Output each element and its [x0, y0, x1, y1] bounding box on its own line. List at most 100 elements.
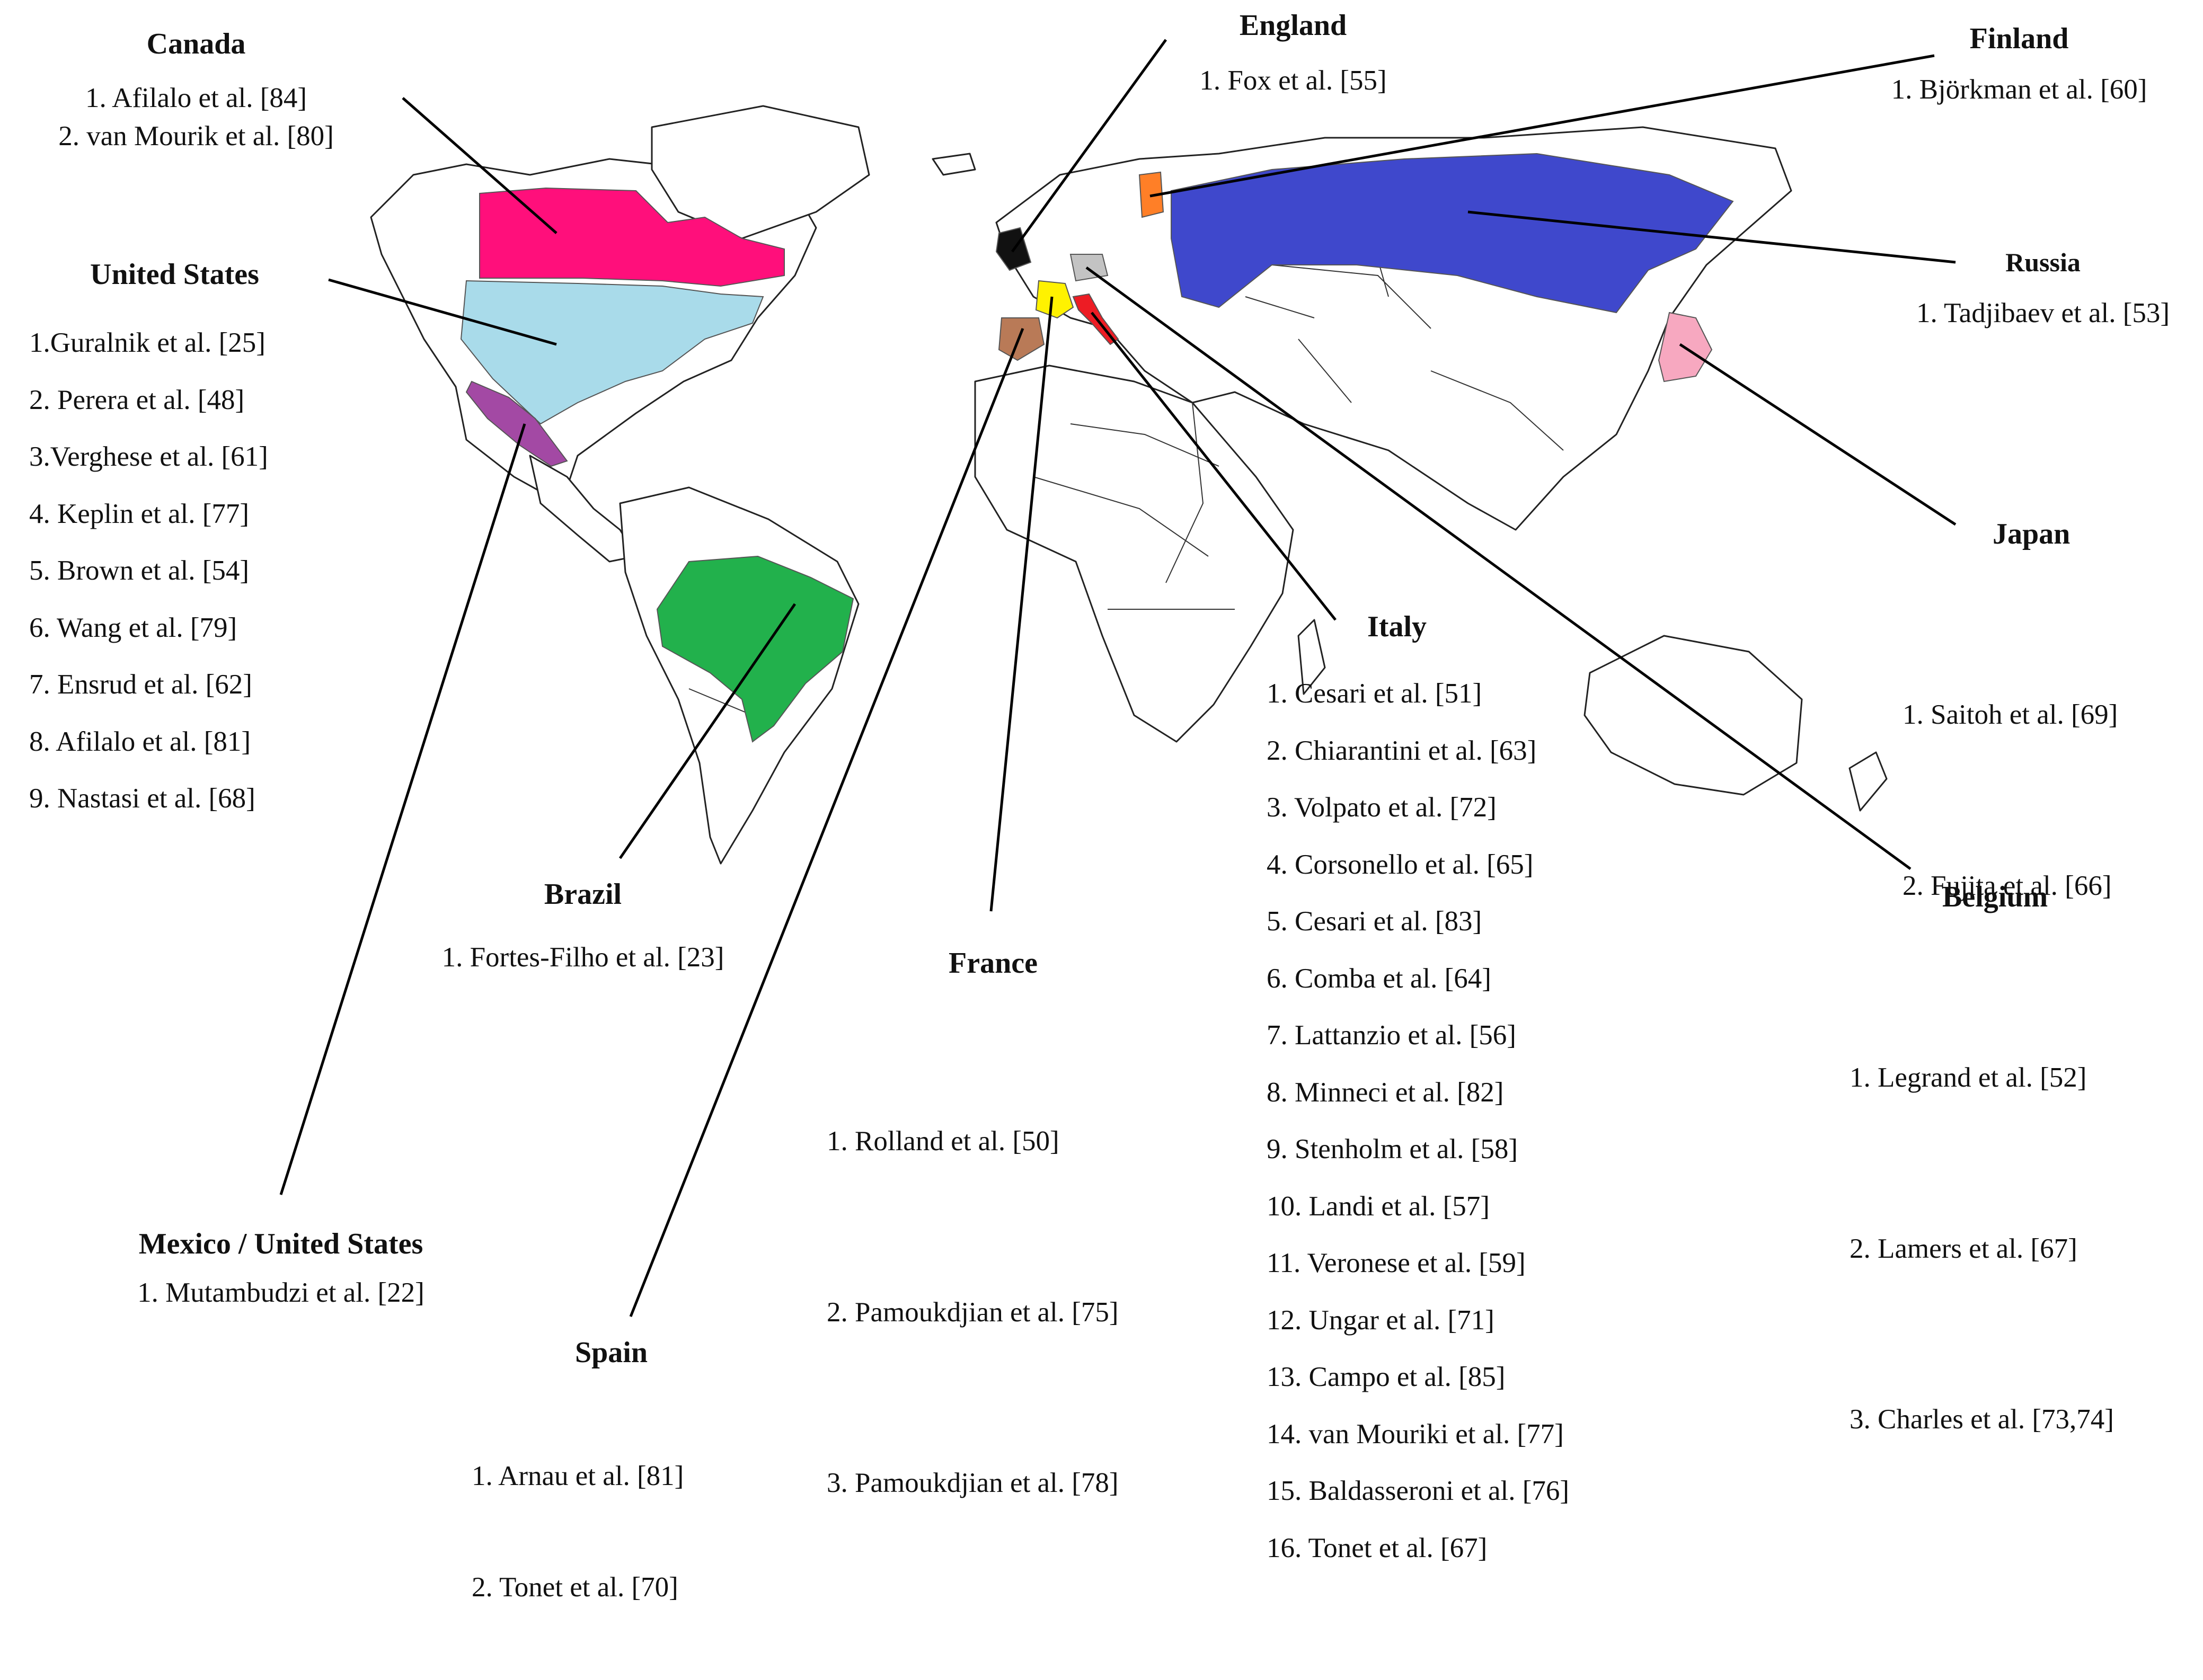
landmass-australia	[1583, 635, 1803, 796]
england-leader-line	[1011, 39, 1167, 253]
study-item: 8. Afilalo et al. [81]	[29, 726, 251, 757]
leader-lines	[279, 39, 1957, 1317]
brazil-group: Brazil 1. Fortes-Filho et al. [23]	[371, 879, 795, 976]
canada-region	[479, 187, 785, 287]
study-item: 2. Pamoukdjian et al. [75]	[827, 1296, 1119, 1328]
spain-group: Spain 1. Arnau et al. [81] 2. Tonet et a…	[472, 1338, 768, 1680]
canada-title: Canada	[146, 28, 246, 60]
study-item: 7. Ensrud et al. [62]	[29, 669, 252, 700]
landmass-iceland	[932, 153, 976, 176]
france-study-list: 1. Rolland et al. [50] 2. Pamoukdjian et…	[827, 999, 1208, 1626]
japan-leader-line	[1679, 343, 1957, 526]
study-item: 2. van Mourik et al. [80]	[58, 121, 334, 152]
highlighted-countries	[460, 153, 1734, 743]
study-item: 6. Comba et al. [64]	[1267, 963, 1491, 994]
england-group: England 1. Fox et al. [55]	[1187, 11, 1399, 100]
united-states-leader-line	[328, 278, 557, 346]
united-states-group: United States 1.Guralnik et al. [25] 2. …	[29, 260, 368, 828]
landmass-greenland	[651, 105, 870, 239]
study-item: 5. Cesari et al. [83]	[1267, 906, 1482, 937]
japan-title: Japan	[1993, 518, 2071, 550]
united-states-region	[460, 280, 764, 425]
study-item: 1.Guralnik et al. [25]	[29, 327, 266, 358]
brazil-title: Brazil	[544, 878, 622, 911]
finland-title: Finland	[1969, 22, 2069, 55]
study-item: 4. Corsonello et al. [65]	[1267, 849, 1534, 880]
study-item: 1. Afilalo et al. [84]	[85, 83, 307, 113]
canada-study-list: 1. Afilalo et al. [84] 2. van Mourik et …	[21, 79, 371, 155]
study-item: 3. Charles et al. [73,74]	[1850, 1404, 2114, 1435]
study-item: 1. Fortes-Filho et al. [23]	[441, 942, 724, 973]
mexico-region	[465, 380, 568, 467]
study-item: 2. Tonet et al. [70]	[472, 1572, 678, 1603]
russia-leader-line	[1467, 210, 1956, 264]
russia-group: Russia 1. Tadjibaev et al. [53]	[1887, 249, 2199, 332]
brazil-region	[656, 555, 854, 743]
study-item: 7. Lattanzio et al. [56]	[1267, 1020, 1516, 1051]
spain-study-list: 1. Arnau et al. [81] 2. Tonet et al. [70…	[472, 1383, 768, 1680]
study-item: 2. Fujita et al. [66]	[1903, 870, 2112, 901]
france-group: France 1. Rolland et al. [50] 2. Pamoukd…	[827, 948, 1208, 1626]
study-item: 9. Stenholm et al. [58]	[1267, 1134, 1518, 1165]
study-item: 1. Legrand et al. [52]	[1850, 1062, 2087, 1093]
world-map	[279, 39, 1957, 1317]
study-item: 3.Verghese et al. [61]	[29, 441, 268, 472]
belgium-study-list: 1. Legrand et al. [52] 2. Lamers et al. …	[1850, 936, 2189, 1562]
spain-leader-line	[629, 328, 1024, 1317]
landmass-new-zealand	[1848, 751, 1888, 812]
study-item: 1. Cesari et al. [51]	[1267, 678, 1482, 709]
study-item: 16. Tonet et al. [67]	[1267, 1532, 1488, 1563]
mexico-us-leader-line	[279, 423, 526, 1195]
study-item: 2. Chiarantini et al. [63]	[1267, 735, 1537, 766]
united-states-title: United States	[90, 258, 259, 291]
spain-title: Spain	[575, 1336, 648, 1369]
italy-leader-line	[1091, 312, 1337, 621]
study-item: 3. Pamoukdjian et al. [78]	[827, 1468, 1119, 1498]
study-item: 11. Veronese et al. [59]	[1267, 1248, 1526, 1278]
spain-region	[998, 317, 1045, 361]
study-item: 8. Minneci et al. [82]	[1267, 1077, 1504, 1108]
finland-group: Finland 1. Björkman et al. [60]	[1855, 24, 2183, 109]
canada-group: Canada 1. Afilalo et al. [84] 2. van Mou…	[21, 29, 371, 155]
study-item: 13. Campo et al. [85]	[1267, 1362, 1506, 1392]
england-study-list: 1. Fox et al. [55]	[1187, 61, 1399, 100]
mexico-us-group: Mexico / United States 1. Mutambudzi et …	[69, 1229, 493, 1312]
mexico-us-title: Mexico / United States	[138, 1228, 423, 1260]
england-title: England	[1239, 9, 1347, 42]
study-item: 6. Wang et al. [79]	[29, 612, 237, 643]
brazil-leader-line	[618, 603, 797, 859]
russia-region	[1171, 153, 1734, 314]
russia-study-list: 1. Tadjibaev et al. [53]	[1887, 294, 2199, 332]
study-item: 1. Rolland et al. [50]	[827, 1126, 1059, 1157]
italy-title: Italy	[1367, 610, 1427, 643]
italy-study-list: 1. Cesari et al. [51] 2. Chiarantini et …	[1267, 665, 1669, 1577]
mexico-us-study-list: 1. Mutambudzi et al. [22]	[69, 1274, 493, 1312]
study-item: 1. Saitoh et al. [69]	[1903, 699, 2118, 730]
finland-leader-line	[1149, 54, 1935, 198]
study-item: 14. van Mouriki et al. [77]	[1267, 1418, 1564, 1450]
study-item: 12. Ungar et al. [71]	[1267, 1304, 1494, 1336]
russia-title: Russia	[2005, 247, 2081, 277]
study-item: 1. Björkman et al. [60]	[1891, 74, 2147, 105]
japan-group: Japan 1. Saitoh et al. [69] 2. Fujita et…	[1903, 519, 2199, 1028]
study-item: 1. Fox et al. [55]	[1199, 65, 1387, 96]
study-item: 9. Nastasi et al. [68]	[29, 783, 255, 814]
landmass-africa	[974, 365, 1294, 743]
france-region	[1035, 280, 1074, 319]
belgium-group: Belgium 1. Legrand et al. [52] 2. Lamers…	[1850, 882, 2189, 1562]
japan-study-list: 1. Saitoh et al. [69] 2. Fujita et al. […	[1903, 573, 2199, 1028]
belgium-title: Belgium	[1942, 881, 2048, 913]
study-item: 5. Brown et al. [54]	[29, 555, 250, 586]
brazil-study-list: 1. Fortes-Filho et al. [23]	[371, 938, 795, 976]
united-states-study-list: 1.Guralnik et al. [25] 2. Perera et al. …	[29, 315, 368, 828]
italy-group: Italy 1. Cesari et al. [51] 2. Chiaranti…	[1267, 612, 1669, 1577]
study-item: 1. Tadjibaev et al. [53]	[1916, 298, 2170, 328]
france-title: France	[949, 947, 1038, 980]
finland-study-list: 1. Björkman et al. [60]	[1855, 70, 2183, 109]
study-item: 2. Lamers et al. [67]	[1850, 1233, 2077, 1264]
study-item: 3. Volpato et al. [72]	[1267, 792, 1497, 823]
study-item: 1. Arnau et al. [81]	[472, 1461, 684, 1491]
canada-leader-line	[402, 97, 558, 234]
study-item: 15. Baldasseroni et al. [76]	[1267, 1475, 1570, 1506]
study-item: 4. Keplin et al. [77]	[29, 498, 250, 529]
